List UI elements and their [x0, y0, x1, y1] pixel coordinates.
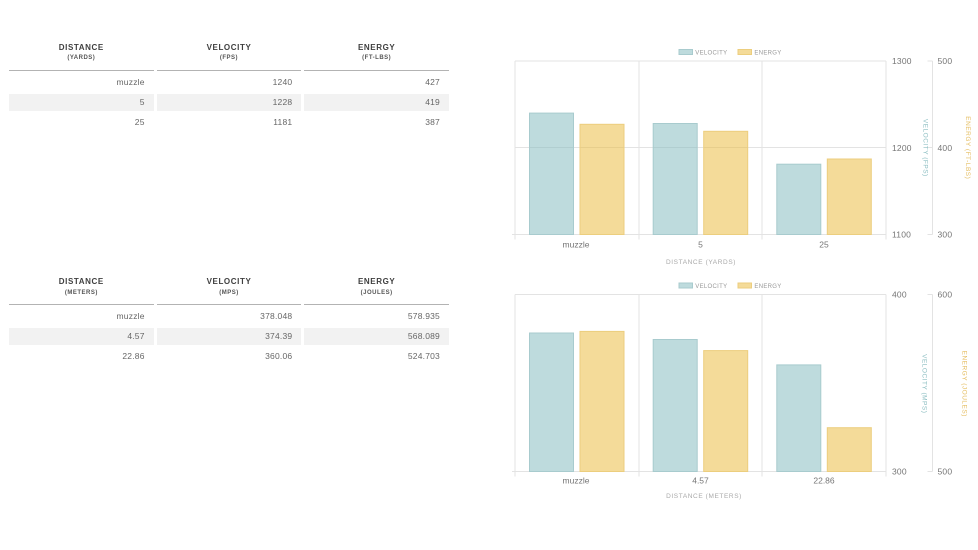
svg-text:DISTANCE (METERS): DISTANCE (METERS) — [666, 493, 742, 500]
svg-text:25: 25 — [819, 240, 829, 250]
svg-text:300: 300 — [938, 230, 953, 240]
svg-text:1200: 1200 — [892, 143, 912, 153]
svg-text:500: 500 — [938, 467, 953, 477]
svg-text:22.86: 22.86 — [813, 476, 835, 486]
svg-text:500: 500 — [938, 56, 953, 66]
svg-text:5: 5 — [698, 240, 703, 250]
svg-text:400: 400 — [892, 290, 907, 300]
svg-text:muzzle: muzzle — [563, 240, 590, 250]
svg-text:VELOCITY (MPS): VELOCITY (MPS) — [920, 354, 927, 413]
svg-text:1100: 1100 — [892, 230, 911, 240]
svg-text:muzzle: muzzle — [563, 476, 590, 486]
svg-text:ENERGY (JOULES): ENERGY (JOULES) — [960, 351, 967, 417]
svg-text:VELOCITY: VELOCITY — [695, 284, 727, 290]
svg-text:VELOCITY: VELOCITY — [695, 51, 727, 57]
svg-text:400: 400 — [938, 143, 953, 153]
svg-text:300: 300 — [892, 467, 907, 477]
svg-text:1300: 1300 — [892, 56, 912, 66]
svg-text:VELOCITY (FPS): VELOCITY (FPS) — [922, 119, 929, 177]
svg-text:DISTANCE (YARDS): DISTANCE (YARDS) — [666, 259, 736, 266]
svg-text:ENERGY: ENERGY — [754, 284, 781, 290]
svg-text:ENERGY (FT-LBS): ENERGY (FT-LBS) — [964, 116, 971, 179]
svg-text:ENERGY: ENERGY — [754, 51, 781, 57]
svg-text:4.57: 4.57 — [692, 476, 709, 486]
svg-text:600: 600 — [938, 290, 953, 300]
